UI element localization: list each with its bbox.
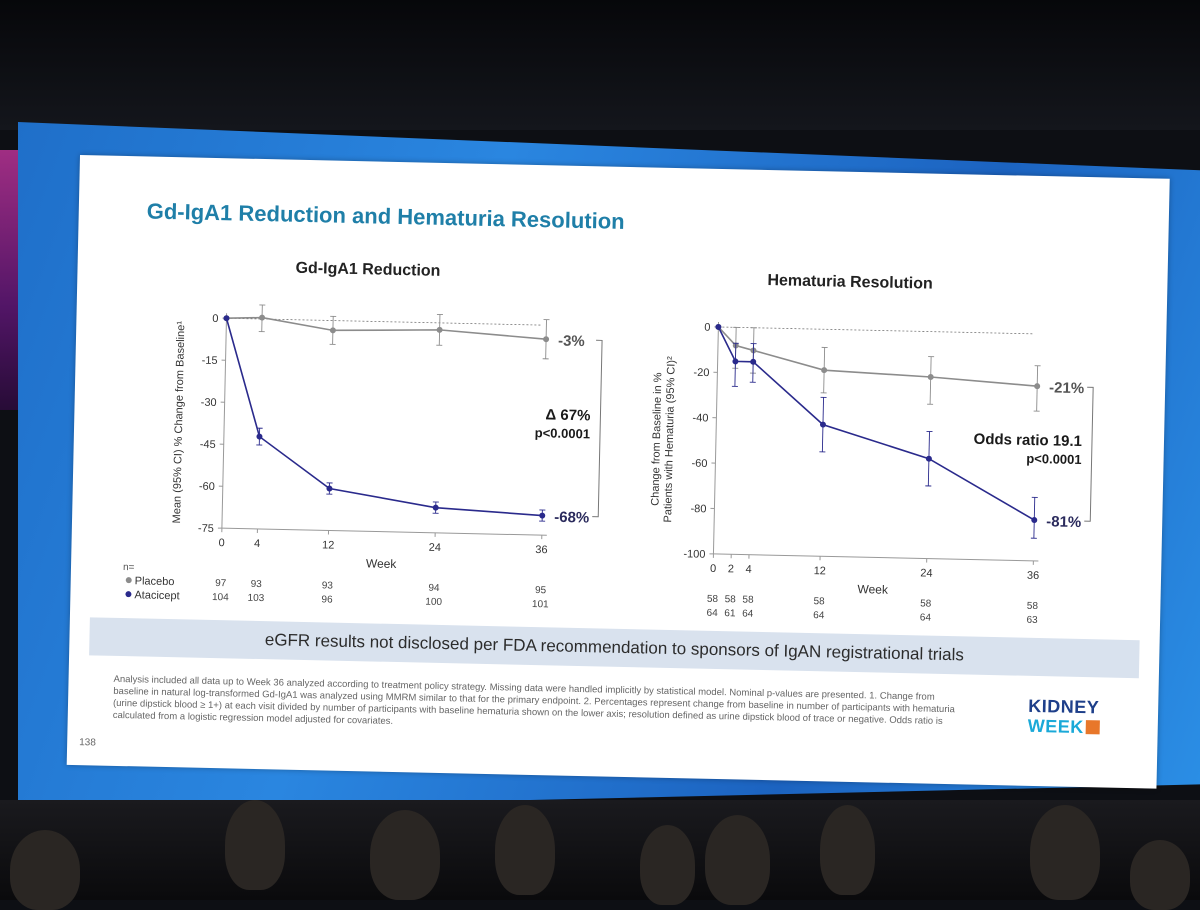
- chart1-n-count-placebo: 93: [322, 580, 334, 591]
- chart2-x-tick-label: 24: [920, 567, 933, 579]
- chart1-y-axis-label: Mean (95% CI) % Change from Baseline¹: [171, 321, 187, 524]
- chart1-y-tick-label: -60: [199, 481, 215, 493]
- chart1-y-tick-label: 0: [212, 313, 218, 325]
- chart1-placebo-line: [226, 317, 546, 339]
- chart1-atacicept-point: [433, 505, 439, 511]
- chart1-n-count-atacicept: 103: [247, 593, 264, 604]
- chart2-atacicept-end-label: -81%: [1046, 513, 1081, 531]
- chart1-atacicept-line: [222, 318, 546, 515]
- chart1-placebo-point: [330, 327, 336, 333]
- legend-label-atacicept: Atacicept: [134, 589, 180, 602]
- banner-text: eGFR results not disclosed per FDA recom…: [265, 630, 964, 665]
- chart1-n-count-placebo: 94: [428, 583, 440, 594]
- chart2-placebo-point: [821, 367, 827, 373]
- chart2-annotation-line1: Odds ratio 19.1: [973, 431, 1082, 450]
- chart2-placebo-line: [717, 327, 1038, 386]
- chart1-annotation-line2: p<0.0001: [535, 425, 591, 441]
- chart1-n-count-atacicept: 100: [425, 597, 442, 608]
- chart2-x-tick-label: 36: [1027, 570, 1040, 582]
- chart2-n-count-placebo: 58: [1027, 601, 1039, 612]
- chart1-n-count-atacicept: 104: [212, 592, 229, 603]
- chart1-annotation-line1: Δ 67%: [545, 406, 590, 424]
- chart1-placebo-point: [259, 315, 265, 321]
- chart2-placebo-point: [928, 374, 934, 380]
- chart2-placebo-end-label: -21%: [1049, 379, 1084, 397]
- kidney-week-logo: KIDNEY WEEK: [1028, 696, 1119, 740]
- chart2-y-tick-label: -100: [683, 548, 705, 560]
- chart1-x-tick-label: 12: [322, 539, 335, 551]
- chart2-y-tick-label: -20: [693, 367, 709, 379]
- chart2-y-tick-label: -60: [691, 458, 707, 470]
- chart2-n-count-atacicept: 63: [1026, 615, 1038, 626]
- chart2-x-tick-label: 2: [728, 563, 734, 575]
- chart1-atacicept-end-label: -68%: [554, 509, 589, 527]
- chart1-n-header: n=: [123, 562, 135, 573]
- room-ceiling: [0, 0, 1200, 130]
- chart1-x-tick-label: 24: [429, 542, 442, 554]
- chart1-y-axis: [222, 313, 227, 528]
- chart2-n-count-atacicept: 61: [724, 608, 736, 619]
- chart1-placebo-point: [543, 336, 549, 342]
- logo-line1: KIDNEY: [1028, 696, 1118, 718]
- chart2-n-count-atacicept: 64: [920, 612, 932, 623]
- chart2-placebo-errorbar: [930, 357, 931, 405]
- chart2-n-count-placebo: 58: [813, 596, 825, 607]
- legend-label-placebo: Placebo: [135, 575, 175, 588]
- chart2-n-count-placebo: 58: [707, 594, 719, 605]
- chart1-x-tick-label: 36: [535, 544, 548, 556]
- chart1-atacicept-point: [223, 315, 229, 321]
- chart2-y-tick-label: 0: [704, 322, 710, 334]
- footnote: Analysis included all data up to Week 36…: [113, 674, 964, 741]
- chart2-n-count-placebo: 58: [725, 594, 737, 605]
- logo-line2: WEEK: [1028, 716, 1084, 737]
- chart2-n-count-placebo: 58: [742, 595, 754, 606]
- chart2-n-count-atacicept: 64: [706, 608, 718, 619]
- chart2-n-count-atacicept: 64: [813, 610, 825, 621]
- chart1-n-count-placebo: 97: [215, 578, 227, 589]
- chart2-atacicept-errorbar: [735, 343, 736, 386]
- chart1-x-tick-label: 4: [254, 538, 260, 550]
- chart1-placebo-end-label: -3%: [558, 332, 585, 350]
- chart2-placebo-point: [1034, 383, 1040, 389]
- chart2-atacicept-point: [732, 358, 738, 364]
- chart2-y-tick-label: -80: [690, 503, 706, 515]
- chart2-n-count-placebo: 58: [920, 598, 932, 609]
- chart1-atacicept-point: [539, 513, 545, 519]
- chart1-y-tick-label: -75: [198, 523, 214, 535]
- stage-light: [0, 150, 18, 410]
- chart1-y-tick-label: -45: [200, 439, 216, 451]
- chart1-y-tick-label: -15: [202, 355, 218, 367]
- chart1-y-tick-label: -30: [201, 397, 217, 409]
- chart1-x-axis-label: Week: [366, 556, 398, 571]
- legend-marker-atacicept: [125, 591, 131, 597]
- chart2-x-axis-label: Week: [857, 582, 889, 597]
- chart1-x-tick-label: 0: [218, 537, 224, 549]
- slide: Gd-IgA1 Reduction and Hematuria Resoluti…: [67, 155, 1170, 789]
- chart2-x-tick-label: 4: [745, 564, 751, 576]
- chart2-y-axis: [713, 322, 718, 554]
- chart1-placebo-point: [437, 327, 443, 333]
- chart2-reference-line: [718, 327, 1033, 334]
- slide-number: 138: [79, 737, 96, 748]
- chart2-n-count-atacicept: 64: [742, 609, 754, 620]
- chart2-difference-bracket: [1084, 387, 1093, 521]
- chart2-y-axis-label-line2: Patients with Hematuria (95% CI)²: [662, 356, 678, 523]
- chart1-difference-bracket: [592, 340, 602, 516]
- chart2-x-axis: [713, 554, 1038, 561]
- chart2-x-tick-label: 12: [814, 565, 827, 577]
- chart2-annotation-line2: p<0.0001: [1026, 451, 1082, 467]
- chart1-n-count-atacicept: 101: [532, 599, 549, 610]
- chart2-x-tick-label: 0: [710, 563, 716, 575]
- chart2-y-tick-label: -40: [692, 412, 708, 424]
- audience: [0, 800, 1200, 900]
- chart1-n-count-placebo: 95: [535, 585, 547, 596]
- chart1-n-count-atacicept: 96: [321, 594, 333, 605]
- chart1-n-count-placebo: 93: [251, 579, 263, 590]
- logo-badge: [1086, 720, 1100, 734]
- chart1-x-axis: [222, 528, 547, 535]
- legend-marker-placebo: [126, 577, 132, 583]
- chart2-atacicept-line: [714, 327, 1038, 520]
